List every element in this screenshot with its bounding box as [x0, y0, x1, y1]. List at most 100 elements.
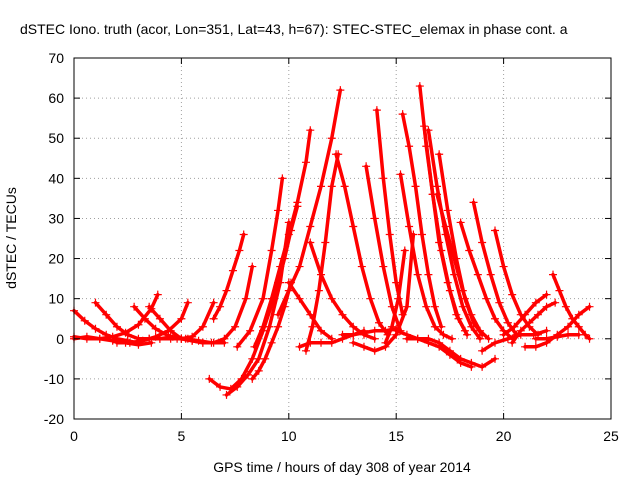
data-point [145, 302, 154, 311]
y-tick-label: 10 [48, 291, 64, 307]
data-point [402, 302, 411, 311]
data-point [332, 150, 341, 159]
data-point [381, 338, 390, 347]
data-point [306, 338, 315, 347]
data-point [259, 322, 268, 331]
data-point [280, 254, 289, 263]
data-point [95, 334, 104, 343]
y-tick-label: 70 [48, 50, 64, 66]
data-point [198, 322, 207, 331]
data-point [274, 278, 283, 287]
data-point [491, 226, 500, 235]
pass-trace-line [437, 152, 484, 337]
data-point [482, 294, 491, 303]
data-point [112, 322, 121, 331]
data-point [155, 314, 164, 323]
data-point [516, 326, 525, 335]
data-point [293, 202, 302, 211]
data-point [267, 338, 276, 347]
data-point [413, 334, 422, 343]
data-point [366, 294, 375, 303]
data-point [542, 326, 551, 335]
pass-trace-line [179, 264, 255, 345]
data-point [362, 162, 371, 171]
data-point [338, 310, 347, 319]
plot-frame [73, 57, 612, 420]
pass-trace-line [304, 152, 340, 353]
data-point [317, 270, 326, 279]
satellite-pass-series [398, 110, 446, 331]
data-point [340, 182, 349, 191]
data-point [475, 334, 484, 343]
data-point [306, 310, 315, 319]
y-tick-label: 40 [48, 170, 64, 186]
data-point [542, 290, 551, 299]
data-point [521, 310, 530, 319]
y-tick-label: 20 [48, 251, 64, 267]
data-point [478, 346, 487, 355]
data-point [467, 362, 476, 371]
data-point [503, 318, 512, 327]
pass-trace-line [471, 200, 519, 337]
pass-trace-line [551, 272, 592, 341]
data-point [564, 322, 573, 331]
data-point [422, 302, 431, 311]
data-point [574, 322, 583, 331]
data-point [295, 342, 304, 351]
y-tick-label: 30 [48, 210, 64, 226]
data-point [413, 270, 422, 279]
data-point [235, 246, 244, 255]
satellite-pass-series [435, 150, 487, 339]
data-point [568, 314, 577, 323]
data-point [458, 302, 467, 311]
data-point [112, 338, 121, 347]
data-point [529, 330, 538, 339]
data-point [525, 318, 534, 327]
data-point [561, 302, 570, 311]
data-point [327, 134, 336, 143]
data-point [417, 230, 426, 239]
data-point [585, 334, 594, 343]
y-tick-label: -10 [44, 371, 64, 387]
data-points [70, 82, 594, 399]
data-point [327, 294, 336, 303]
y-axis-label: dSTEC / TECUs [3, 187, 19, 289]
satellite-pass-series [70, 290, 162, 343]
data-point [402, 330, 411, 339]
data-point [327, 338, 336, 347]
data-point [542, 334, 551, 343]
satellite-pass-series [531, 330, 583, 343]
pass-trace-line [422, 124, 469, 337]
data-point [521, 342, 530, 351]
data-point [424, 338, 433, 347]
data-point [456, 218, 465, 227]
data-point [448, 334, 457, 343]
data-point [130, 302, 139, 311]
data-point [491, 338, 500, 347]
data-point [415, 82, 424, 91]
satellite-pass-series [508, 298, 560, 347]
data-point [80, 316, 89, 325]
y-tick-label: -20 [44, 411, 64, 427]
data-point [398, 110, 407, 119]
data-point [222, 390, 231, 399]
data-point [405, 142, 414, 151]
satellite-pass-series [284, 278, 336, 343]
pass-trace-line [383, 248, 407, 345]
data-point [508, 290, 517, 299]
x-tick-label: 5 [178, 428, 186, 444]
data-point [467, 322, 476, 331]
data-point [248, 374, 257, 383]
satellite-pass-series [205, 254, 287, 393]
data-point [278, 174, 287, 183]
data-point [284, 278, 293, 287]
x-axis-label: GPS time / hours of day 308 of year 2014 [213, 459, 471, 475]
data-point [375, 318, 384, 327]
data-point [209, 338, 218, 347]
data-point [349, 322, 358, 331]
data-point [306, 222, 315, 231]
data-point [267, 294, 276, 303]
data-point [91, 298, 100, 307]
data-point [424, 270, 433, 279]
data-point [216, 382, 225, 391]
